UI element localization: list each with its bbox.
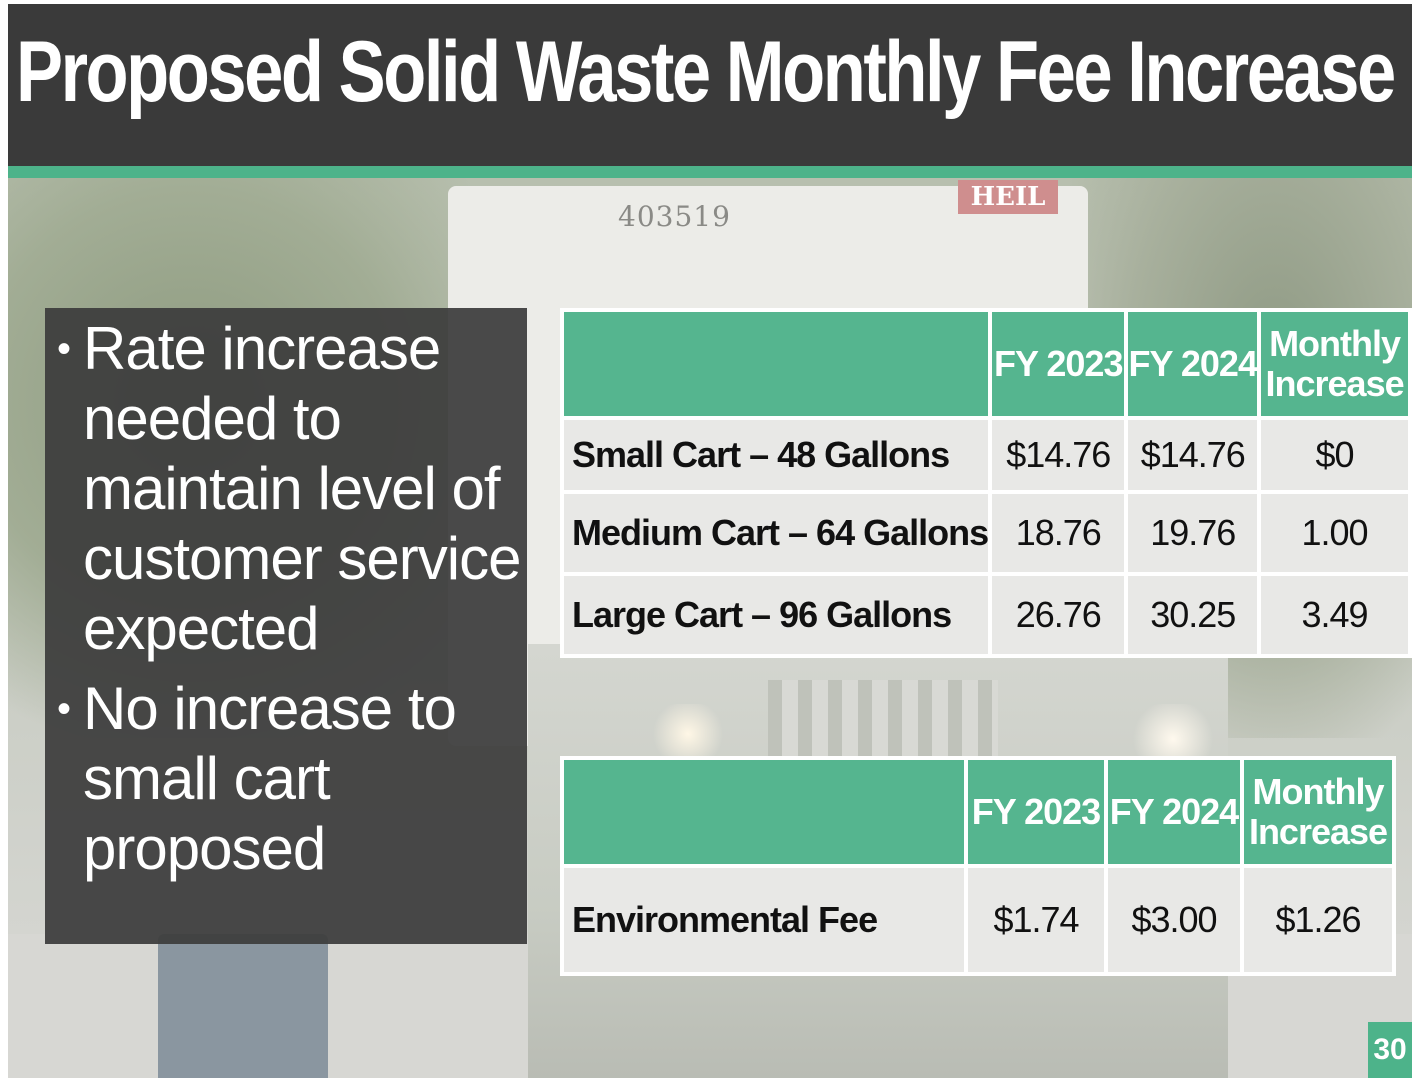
table-cell: $1.26 xyxy=(1244,868,1392,972)
bullet-item: Rate increase needed to maintain level o… xyxy=(55,314,525,664)
table-cell: 30.25 xyxy=(1128,576,1258,654)
bullet-list: Rate increase needed to maintain level o… xyxy=(55,314,525,894)
cart-fee-table: FY 2023 FY 2024 Monthly Increase Small C… xyxy=(560,308,1412,658)
column-header: Monthly Increase xyxy=(1244,760,1392,864)
column-header: Monthly Increase xyxy=(1261,312,1408,416)
row-label: Large Cart – 96 Gallons xyxy=(564,576,989,654)
row-label: Environmental Fee xyxy=(564,868,964,972)
column-header xyxy=(564,760,964,864)
table-cell: 3.49 xyxy=(1261,576,1408,654)
title-accent-line xyxy=(8,166,1412,178)
truck-brand-badge: HEIL xyxy=(958,180,1058,214)
slide: 403519 HEIL Proposed Solid Waste Monthly… xyxy=(8,4,1412,1078)
table-cell: $3.00 xyxy=(1108,868,1240,972)
title-bar: Proposed Solid Waste Monthly Fee Increas… xyxy=(8,4,1412,166)
column-header: FY 2024 xyxy=(1128,312,1258,416)
page-number: 30 xyxy=(1368,1022,1412,1078)
row-label: Medium Cart – 64 Gallons xyxy=(564,494,989,572)
table-cell: $1.74 xyxy=(968,868,1104,972)
slide-title: Proposed Solid Waste Monthly Fee Increas… xyxy=(16,24,1396,120)
column-header: FY 2023 xyxy=(968,760,1104,864)
table-cell: 19.76 xyxy=(1128,494,1258,572)
table-cell: $14.76 xyxy=(1128,420,1258,490)
table-cell: 18.76 xyxy=(992,494,1125,572)
row-label: Small Cart – 48 Gallons xyxy=(564,420,989,490)
table-header-row: FY 2023 FY 2024 Monthly Increase xyxy=(564,760,1392,864)
truck-number: 403519 xyxy=(618,200,731,233)
table-header-row: FY 2023 FY 2024 Monthly Increase xyxy=(564,312,1408,416)
table-row: Small Cart – 48 Gallons $14.76 $14.76 $0 xyxy=(564,420,1408,490)
truck-headlight-left xyxy=(648,704,728,764)
column-header xyxy=(564,312,989,416)
table-cell: 26.76 xyxy=(992,576,1125,654)
table-cell: $14.76 xyxy=(992,420,1125,490)
table-row: Large Cart – 96 Gallons 26.76 30.25 3.49 xyxy=(564,576,1408,654)
table-row: Medium Cart – 64 Gallons 18.76 19.76 1.0… xyxy=(564,494,1408,572)
column-header: FY 2023 xyxy=(992,312,1125,416)
table-cell: 1.00 xyxy=(1261,494,1408,572)
bullet-box: Rate increase needed to maintain level o… xyxy=(45,308,527,944)
column-header: FY 2024 xyxy=(1108,760,1240,864)
environmental-fee-table: FY 2023 FY 2024 Monthly Increase Environ… xyxy=(560,756,1396,976)
table-row: Environmental Fee $1.74 $3.00 $1.26 xyxy=(564,868,1392,972)
bullet-item: No increase to small cart proposed xyxy=(55,674,525,884)
trash-cart xyxy=(158,934,328,1078)
table-cell: $0 xyxy=(1261,420,1408,490)
